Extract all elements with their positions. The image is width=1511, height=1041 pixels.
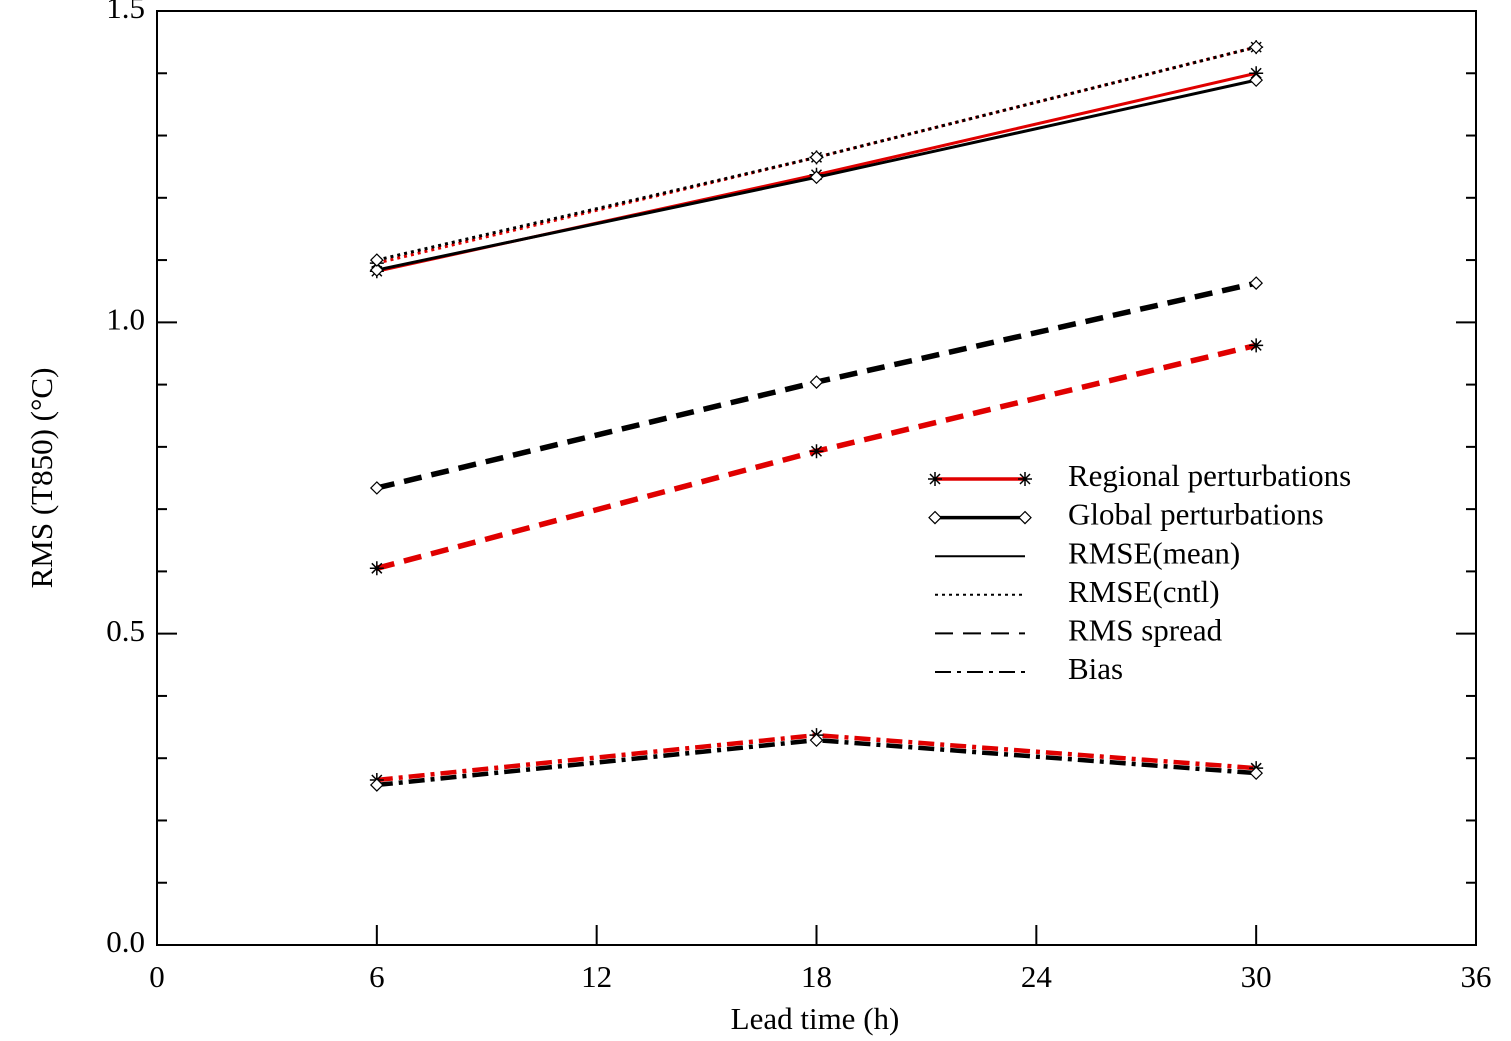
star-marker (1249, 66, 1264, 81)
diamond-marker (809, 150, 824, 165)
x-tick-label: 18 (801, 959, 832, 994)
diamond-marker (928, 510, 942, 525)
diamond-marker (1249, 73, 1264, 87)
diamond-marker (369, 263, 384, 277)
legend-label: Bias (1068, 651, 1123, 686)
star-marker (1249, 338, 1264, 353)
diamond-marker (369, 481, 384, 495)
star-marker (809, 444, 824, 459)
diamond-marker (369, 253, 384, 267)
x-axis-label: Lead time (h) (731, 1001, 900, 1036)
legend-label: RMS spread (1068, 613, 1223, 648)
x-tick-label: 24 (1021, 959, 1053, 994)
y-axis-label: RMS (T850) (°C) (24, 368, 59, 589)
diamond-marker (809, 170, 824, 185)
legend-label: Regional perturbations (1068, 458, 1351, 493)
y-tick-label: 1.5 (106, 0, 145, 25)
y-tick-label: 0.0 (106, 924, 145, 959)
x-tick-label: 12 (581, 959, 612, 994)
star-marker (369, 561, 384, 576)
diamond-marker (369, 778, 384, 792)
y-tick-label: 1.0 (106, 301, 145, 336)
legend-label: Global perturbations (1068, 497, 1324, 532)
x-tick-label: 0 (149, 959, 165, 994)
diamond-marker (809, 733, 824, 747)
star-marker (1018, 472, 1032, 486)
x-tick-label: 36 (1461, 959, 1492, 994)
y-tick-label: 0.5 (106, 613, 145, 648)
diamond-marker (1249, 276, 1264, 290)
legend-label: RMSE(mean) (1068, 535, 1240, 570)
diamond-marker (1018, 510, 1032, 525)
x-tick-label: 6 (369, 959, 385, 994)
diamond-marker (1249, 40, 1264, 54)
diamond-marker (809, 375, 824, 389)
x-tick-label: 30 (1241, 959, 1272, 994)
legend-label: RMSE(cntl) (1068, 574, 1220, 609)
star-marker (928, 472, 942, 486)
diamond-marker (1249, 766, 1264, 780)
